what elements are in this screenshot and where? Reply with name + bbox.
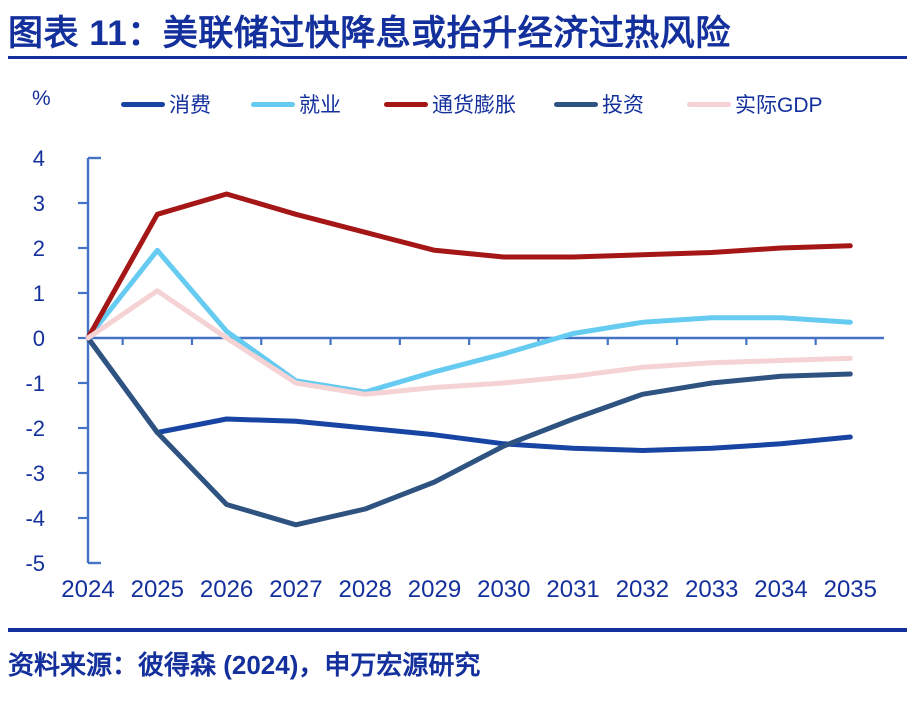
x-tick-label: 2031	[546, 576, 599, 603]
x-tick-label: 2028	[339, 576, 392, 603]
y-tick-label: -5	[25, 551, 45, 576]
source-note: 资料来源：彼得森 (2024)，申万宏源研究	[8, 650, 481, 680]
y-tick-label: -2	[25, 416, 45, 441]
x-tick-label: 2026	[200, 576, 253, 603]
series-line-consumption	[85, 335, 853, 453]
y-tick-label: -1	[25, 371, 45, 396]
figure-title: 图表 11：美联储过快降息或抬升经济过热风险	[8, 14, 731, 53]
y-tick-label: 3	[33, 191, 45, 216]
x-tick-label: 2034	[754, 576, 807, 603]
legend-label-real-gdp: 实际GDP	[735, 94, 823, 117]
legend-item-consumption: 消费	[121, 92, 211, 117]
legend-line-swatch-real-gdp	[687, 101, 731, 107]
legend-label-consumption: 消费	[169, 94, 211, 117]
legend-item-inflation: 通货膨胀	[384, 92, 516, 117]
x-tick-label: 2025	[131, 576, 184, 603]
legend-label-employment: 就业	[299, 94, 341, 117]
x-tick-label: 2035	[824, 576, 877, 603]
series-line-real-gdp	[85, 288, 853, 397]
y-tick-label: -3	[25, 461, 45, 486]
title-divider	[8, 56, 907, 59]
legend-line-swatch-consumption	[121, 101, 165, 107]
legend-label-inflation: 通货膨胀	[432, 94, 516, 117]
series-line-inflation	[85, 191, 853, 341]
x-tick-label: 2024	[61, 576, 114, 603]
y-tick-label: 2	[33, 236, 45, 261]
series-line-employment	[85, 247, 853, 395]
legend-line-swatch-employment	[251, 101, 295, 107]
x-tick-label: 2033	[685, 576, 738, 603]
footer-divider	[8, 628, 907, 632]
y-axis-unit-label: %	[32, 87, 51, 110]
y-tick-label: 0	[33, 326, 45, 351]
series-line-investment	[85, 335, 853, 528]
y-tick-label: 4	[33, 146, 45, 171]
legend-line-swatch-investment	[554, 101, 598, 107]
y-tick-label: 1	[33, 281, 45, 306]
legend-item-investment: 投资	[554, 92, 644, 117]
x-tick-label: 2027	[269, 576, 322, 603]
legend-label-investment: 投资	[602, 94, 644, 117]
legend-item-employment: 就业	[251, 92, 341, 117]
x-tick-label: 2032	[616, 576, 669, 603]
legend-line-swatch-inflation	[384, 101, 428, 107]
legend-item-real-gdp: 实际GDP	[687, 92, 823, 117]
x-tick-label: 2030	[477, 576, 530, 603]
y-tick-label: -4	[25, 506, 45, 531]
x-tick-label: 2029	[408, 576, 461, 603]
